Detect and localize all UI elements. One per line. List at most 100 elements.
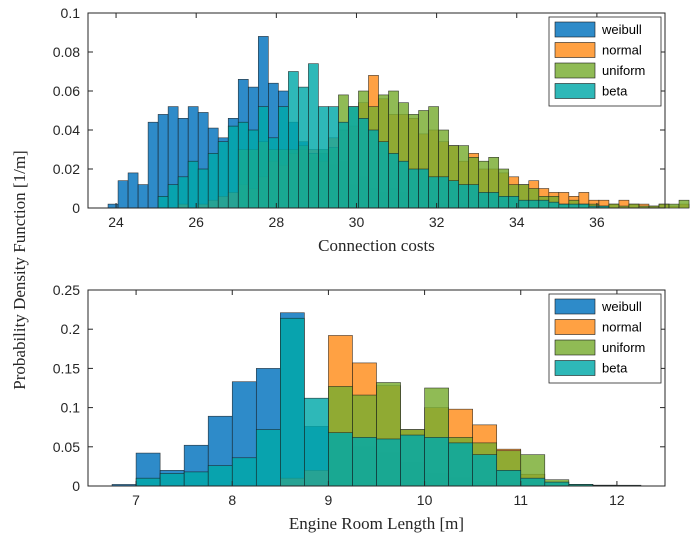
- bar-beta: [498, 196, 510, 209]
- legend-swatch-weibull: [554, 298, 596, 315]
- axes-frame: [87, 289, 666, 487]
- bar-beta: [207, 153, 219, 209]
- bar-beta: [458, 184, 469, 209]
- x-tick-label: 9: [325, 492, 333, 508]
- legend-label-normal: normal: [602, 320, 642, 335]
- legend-label-uniform: uniform: [602, 63, 645, 78]
- bar-beta: [268, 137, 279, 209]
- bar-weibull: [117, 180, 129, 209]
- bar-weibull: [137, 184, 149, 209]
- legend-label-weibull: weibull: [601, 22, 642, 37]
- bar-beta: [304, 397, 329, 487]
- y-tick-label: 0.08: [53, 44, 80, 60]
- legend-swatch-normal: [554, 42, 596, 58]
- x-tick-label: 8: [228, 492, 236, 508]
- x-tick-label: 36: [589, 214, 605, 230]
- bar-beta: [237, 121, 249, 209]
- bar-beta: [328, 432, 353, 487]
- bar-uniform: [668, 203, 680, 209]
- axes-frame: [87, 12, 666, 209]
- bar-beta: [438, 176, 449, 209]
- bar-uniform: [628, 203, 640, 209]
- y-tick-label: 0.1: [61, 5, 81, 21]
- bottom-histogram-panel: 7 8 9 10 11 12 0 0.05 0.1 0.15 0.2 0.25 Engine Room …: [53, 282, 666, 533]
- x-tick-label: 24: [108, 214, 124, 230]
- bar-uniform: [658, 203, 670, 209]
- legend-swatch-beta: [554, 360, 596, 376]
- x-tick-label: 32: [429, 214, 445, 230]
- bar-beta: [448, 442, 473, 487]
- legend-swatch-weibull: [554, 21, 596, 38]
- bar-beta: [518, 199, 530, 209]
- bar-weibull: [127, 172, 139, 209]
- bar-beta: [358, 118, 369, 209]
- bar-beta: [448, 180, 459, 209]
- bar-beta: [488, 192, 500, 209]
- bar-beta: [548, 201, 560, 209]
- legend: weibull normal uniform beta: [548, 16, 662, 107]
- legend: weibull normal uniform beta: [548, 293, 662, 384]
- bar-beta: [538, 199, 550, 209]
- legend-label-uniform: uniform: [602, 340, 645, 355]
- bar-beta: [348, 106, 359, 209]
- x-tick-label: 34: [509, 214, 525, 230]
- bar-beta: [177, 176, 189, 209]
- legend-label-beta: beta: [602, 361, 628, 376]
- bar-beta: [197, 168, 209, 209]
- legend-swatch-normal: [554, 319, 596, 335]
- series-beta: [135, 317, 642, 487]
- legend-label-weibull: weibull: [601, 299, 642, 314]
- y-axis-label: Probability Density Function [1/m]: [10, 150, 29, 389]
- bar-beta: [308, 63, 319, 209]
- bar-beta: [468, 184, 479, 209]
- bar-beta: [167, 184, 179, 209]
- bar-uniform: [608, 203, 620, 209]
- bar-beta: [520, 477, 546, 487]
- bar-beta: [257, 106, 269, 209]
- bar-weibull: [107, 203, 119, 209]
- y-tick-label: 0: [72, 200, 80, 216]
- y-tick-label: 0.15: [53, 360, 80, 376]
- bar-beta: [378, 141, 389, 209]
- bar-weibull: [157, 114, 169, 209]
- x-axis-label: Connection costs: [318, 236, 435, 255]
- y-tick-label: 0.1: [61, 400, 81, 416]
- bar-beta: [408, 168, 419, 209]
- bar-beta: [231, 457, 257, 487]
- bar-beta: [288, 71, 299, 209]
- bar-beta: [352, 437, 377, 487]
- y-tick-label: 0.25: [53, 282, 80, 298]
- x-tick-label: 11: [513, 492, 528, 508]
- bar-beta: [544, 481, 570, 487]
- bar-beta: [368, 129, 379, 209]
- bar-beta: [328, 106, 339, 209]
- bar-beta: [478, 192, 489, 209]
- bar-beta: [278, 106, 289, 209]
- bar-beta: [472, 454, 498, 487]
- bar-beta: [298, 86, 309, 209]
- x-axis-label: Engine Room Length [m]: [289, 514, 464, 533]
- bar-beta: [398, 160, 409, 209]
- bar-beta: [157, 196, 169, 209]
- legend-label-normal: normal: [602, 43, 642, 58]
- x-tick-label: 10: [417, 492, 433, 508]
- bar-beta: [187, 160, 199, 209]
- bar-weibull: [147, 121, 159, 209]
- bar-beta: [376, 438, 401, 487]
- bar-beta: [508, 196, 520, 209]
- bar-beta: [338, 121, 349, 209]
- x-tick-label: 30: [349, 214, 365, 230]
- legend-label-beta: beta: [602, 84, 628, 99]
- bar-beta: [400, 434, 425, 487]
- x-tick-label: 12: [609, 492, 625, 508]
- bar-beta: [568, 203, 580, 209]
- y-tick-label: 0.04: [53, 122, 80, 138]
- bar-beta: [159, 473, 185, 487]
- y-tick-label: 0: [72, 478, 80, 494]
- y-tick-label: 0.02: [53, 161, 80, 177]
- legend-swatch-beta: [554, 83, 596, 99]
- bar-beta: [255, 429, 281, 487]
- bar-beta: [280, 317, 305, 487]
- top-histogram-panel: 24 26 28 30 32 34 36 0 0.02 0.04 0.06 0.08 0.1 Connec…: [53, 5, 690, 255]
